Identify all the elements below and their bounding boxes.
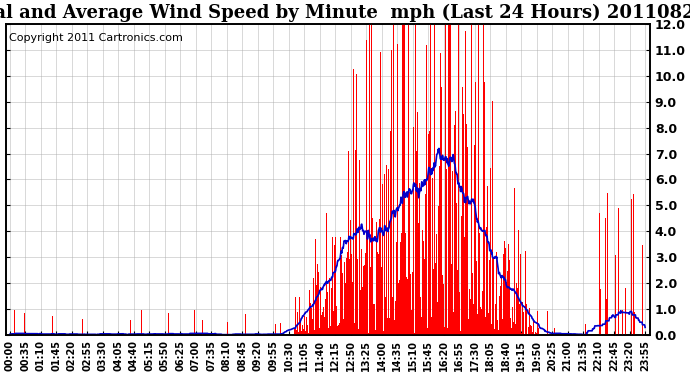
Text: Copyright 2011 Cartronics.com: Copyright 2011 Cartronics.com — [9, 33, 183, 43]
Title: Actual and Average Wind Speed by Minute  mph (Last 24 Hours) 20110829: Actual and Average Wind Speed by Minute … — [0, 4, 690, 22]
